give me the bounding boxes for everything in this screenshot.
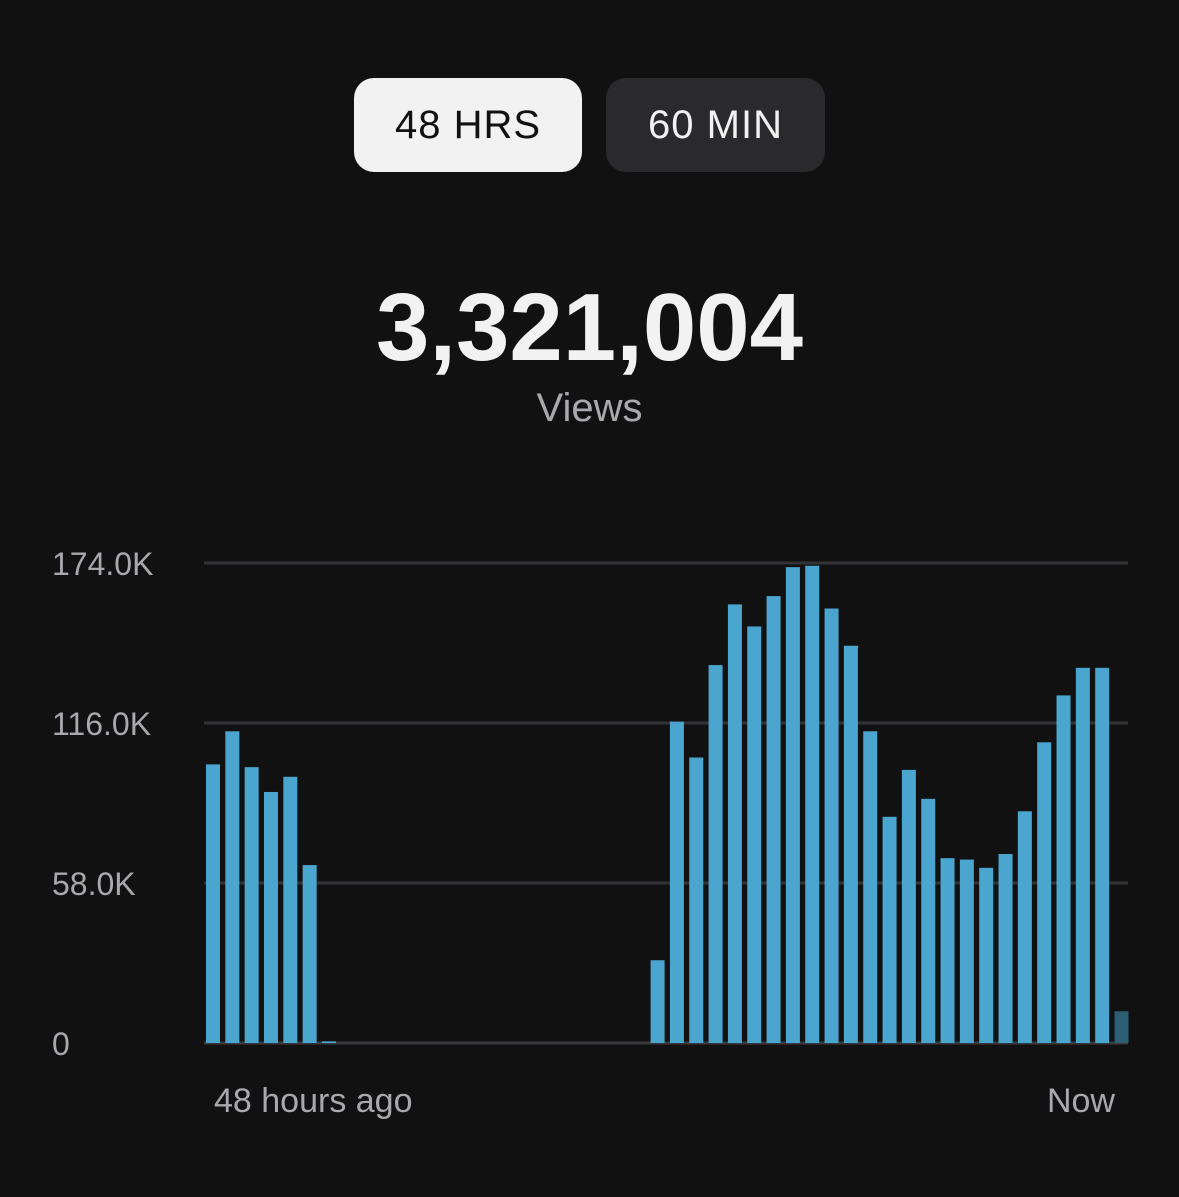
bar-current-partial [1114, 1011, 1129, 1043]
range-60-minutes-button[interactable]: 60 MIN [606, 78, 825, 172]
bars [206, 565, 1129, 1043]
bar [921, 798, 936, 1043]
bar [225, 731, 240, 1043]
bar [321, 1041, 336, 1043]
bar [959, 859, 974, 1043]
x-axis-start-label: 48 hours ago [214, 1082, 413, 1120]
bar [1056, 695, 1071, 1043]
bar [1037, 742, 1052, 1043]
bar [708, 665, 723, 1043]
metric-label: Views [536, 386, 643, 430]
bar [1017, 811, 1032, 1043]
y-tick-label: 116.0K [52, 706, 151, 742]
bar [244, 767, 259, 1043]
bar [669, 721, 684, 1043]
bar [882, 816, 897, 1043]
bar [302, 865, 317, 1043]
bar [727, 604, 742, 1043]
bar [283, 776, 298, 1043]
bar [843, 645, 858, 1043]
bar [747, 626, 762, 1043]
bar [901, 769, 916, 1043]
bar [863, 731, 878, 1043]
bar [824, 608, 839, 1043]
bar [263, 791, 278, 1043]
bar [979, 867, 994, 1043]
bar [785, 567, 800, 1043]
range-48-hours-button[interactable]: 48 HRS [354, 78, 582, 172]
x-axis-end-label: Now [1046, 1082, 1115, 1120]
y-tick-label: 0 [52, 1026, 70, 1062]
bar [1075, 667, 1090, 1043]
bar [805, 565, 820, 1043]
bar [940, 858, 955, 1043]
bar [1095, 667, 1110, 1043]
bar [998, 854, 1013, 1043]
y-tick-label: 174.0K [52, 546, 153, 582]
bar [766, 596, 781, 1043]
y-axis-ticks: 0 58.0K 116.0K 174.0K [52, 546, 153, 1062]
grid-lines [204, 561, 1128, 1045]
y-tick-label: 58.0K [52, 866, 136, 902]
total-views-value: 3,321,004 [375, 274, 804, 381]
bar [206, 764, 220, 1043]
bar [650, 960, 665, 1043]
bar [689, 757, 704, 1043]
